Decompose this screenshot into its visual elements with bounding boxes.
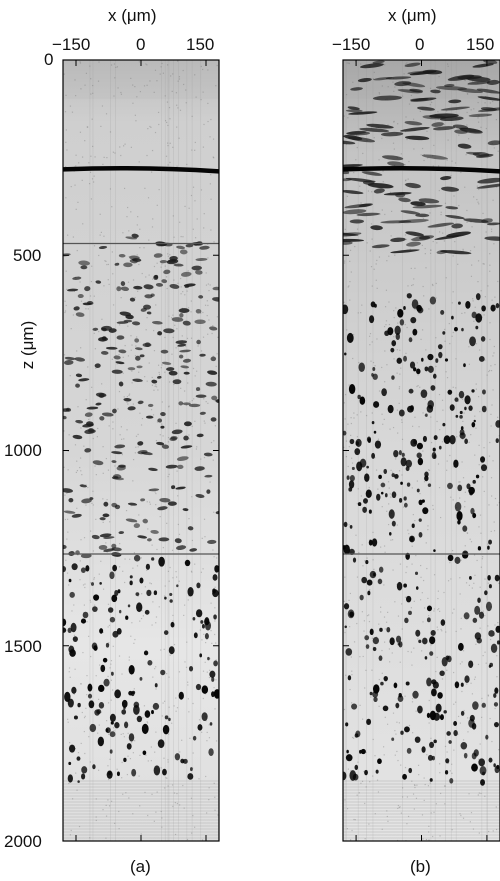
panel-a-caption: (a) [130,857,151,876]
panel-a-y-axis-title: z (μm) [18,320,37,370]
panel-b-image [342,59,500,842]
panel-b-x-tick-0: 0 [415,35,425,54]
panel-a-y-tick-2000: 2000 [4,832,42,851]
panel-b-x-tick-150: 150 [466,35,495,54]
panel-b-x-tick-neg150: −150 [332,35,371,54]
panel-a-y-tick-1000: 1000 [4,441,42,460]
panel-b-x-axis-title: x (μm) [388,6,437,25]
panel-a-x-tick-0: 0 [136,35,146,54]
panel-a-image [62,59,220,842]
panel-a-x-tick-150: 150 [186,35,215,54]
panel-b-caption: (b) [410,857,431,876]
panel-a-y-tick-500: 500 [13,246,42,265]
panel-a-x-tick-neg150: −150 [52,35,91,54]
panel-a-x-axis-title: x (μm) [108,6,157,25]
panel-a-y-tick-1500: 1500 [4,637,42,656]
panel-a-y-tick-0: 0 [44,50,54,69]
axis-ticks [63,59,488,842]
